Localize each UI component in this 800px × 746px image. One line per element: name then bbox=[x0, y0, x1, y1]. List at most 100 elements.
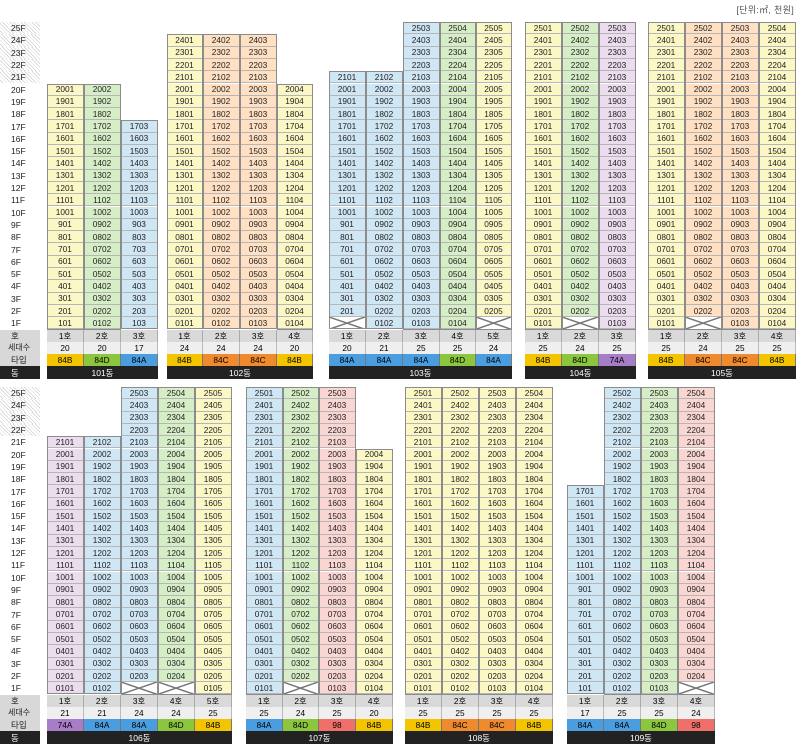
household-count: 21 bbox=[47, 706, 84, 720]
unit-cell: 1304 bbox=[356, 534, 393, 547]
unit-cell: 901 bbox=[567, 583, 604, 597]
unit-cell: 1302 bbox=[203, 169, 240, 182]
floor-label: 12F bbox=[11, 183, 26, 194]
unit-cell: 1603 bbox=[599, 132, 636, 145]
unit-cell: 0802 bbox=[84, 231, 121, 244]
unit-cell: 0801 bbox=[167, 231, 203, 244]
unit-cell: 1101 bbox=[167, 194, 203, 207]
unit-cell: 1901 bbox=[648, 95, 685, 109]
unit-cell: 1101 bbox=[648, 194, 685, 207]
unit-cell: 1402 bbox=[84, 157, 121, 170]
unit-cell: 1903 bbox=[641, 460, 678, 474]
unit-cell: 2403 bbox=[479, 399, 516, 412]
no-unit-cell bbox=[158, 682, 195, 695]
floor-label: 16F bbox=[11, 498, 26, 509]
unit-cell: 0803 bbox=[641, 596, 678, 609]
ho-cell: 2호 bbox=[562, 329, 599, 342]
unit-cell: 1303 bbox=[403, 169, 440, 182]
unit-cell: 1702 bbox=[84, 120, 121, 133]
unit-cell: 2202 bbox=[604, 423, 641, 437]
unit-cell: 0103 bbox=[240, 317, 277, 330]
ho-cell: 2호 bbox=[366, 329, 403, 342]
unit-cell: 1203 bbox=[599, 181, 636, 195]
unit-cell: 1801 bbox=[47, 108, 84, 121]
unit-cell: 0203 bbox=[722, 304, 759, 318]
unit-cell: 1601 bbox=[525, 132, 562, 145]
unit-cell: 1202 bbox=[442, 546, 479, 560]
row-label-count: 세대수 bbox=[0, 341, 40, 355]
ho-cell: 4호 bbox=[277, 329, 313, 342]
unit-cell: 1804 bbox=[516, 473, 553, 486]
unit-cell: 2403 bbox=[403, 34, 440, 47]
unit-cell: 1003 bbox=[641, 571, 678, 584]
unit-cell: 0804 bbox=[277, 231, 313, 244]
unit-cell: 0903 bbox=[240, 218, 277, 232]
unit-cell: 0603 bbox=[599, 255, 636, 268]
unit-cell: 1704 bbox=[516, 485, 553, 498]
unit-cell: 1503 bbox=[121, 145, 158, 158]
unit-cell: 0102 bbox=[84, 317, 121, 330]
unit-cell: 1303 bbox=[641, 534, 678, 547]
unit-cell: 2202 bbox=[442, 423, 479, 437]
unit-cell: 1702 bbox=[562, 120, 599, 133]
unit-cell: 1201 bbox=[405, 546, 442, 560]
unit-cell: 1503 bbox=[479, 510, 516, 523]
unit-cell: 2201 bbox=[648, 58, 685, 72]
unit-cell: 1105 bbox=[195, 559, 232, 572]
unit-cell: 1703 bbox=[479, 485, 516, 498]
unit-cell: 1105 bbox=[476, 194, 512, 207]
floor-label: 11F bbox=[11, 560, 26, 571]
unit-cell: 2005 bbox=[195, 448, 232, 461]
unit-cell: 0102 bbox=[84, 682, 121, 695]
unit-cell: 0903 bbox=[319, 583, 356, 597]
unit-cell: 2403 bbox=[240, 34, 277, 47]
unit-cell: 0501 bbox=[648, 268, 685, 281]
unit-cell: 1602 bbox=[685, 132, 722, 145]
unit-cell: 1401 bbox=[648, 157, 685, 170]
type-badge: 84B bbox=[759, 354, 796, 367]
unit-cell: 1704 bbox=[678, 485, 715, 498]
unit-cell: 0602 bbox=[604, 620, 641, 633]
unit-cell: 1503 bbox=[240, 145, 277, 158]
unit-cell: 2002 bbox=[366, 83, 403, 96]
unit-cell: 0602 bbox=[84, 620, 121, 633]
unit-cell: 1502 bbox=[442, 510, 479, 523]
unit-cell: 0601 bbox=[405, 620, 442, 633]
unit-cell: 1701 bbox=[329, 120, 366, 133]
unit-cell: 1504 bbox=[158, 510, 195, 523]
unit-cell: 2301 bbox=[167, 46, 203, 59]
unit-cell: 1701 bbox=[648, 120, 685, 133]
unit-cell: 503 bbox=[121, 268, 158, 281]
row-label-count: 세대수 bbox=[0, 706, 40, 720]
unit-cell: 2405 bbox=[195, 399, 232, 412]
unit-cell: 0103 bbox=[599, 317, 636, 330]
unit-cell: 1102 bbox=[203, 194, 240, 207]
unit-cell: 1202 bbox=[84, 181, 121, 195]
floor-label: 1F bbox=[11, 318, 21, 329]
unit-cell: 0804 bbox=[678, 596, 715, 609]
unit-cell: 2403 bbox=[121, 399, 158, 412]
unit-cell: 0505 bbox=[195, 633, 232, 646]
unit-cell: 1803 bbox=[641, 473, 678, 486]
unit-cell: 1604 bbox=[516, 497, 553, 510]
unit-cell: 1903 bbox=[403, 95, 440, 109]
floor-label: 6F bbox=[11, 256, 21, 267]
unit-cell: 1403 bbox=[403, 157, 440, 170]
unit-cell: 0301 bbox=[525, 292, 562, 305]
unit-cell: 0802 bbox=[562, 231, 599, 244]
unit-cell: 0202 bbox=[562, 304, 599, 318]
unit-cell: 1103 bbox=[240, 194, 277, 207]
unit-cell: 1704 bbox=[759, 120, 796, 133]
unit-cell: 1203 bbox=[479, 546, 516, 560]
unit-cell: 2502 bbox=[604, 387, 641, 400]
type-badge: 84B bbox=[47, 354, 84, 367]
unit-cell: 1101 bbox=[525, 194, 562, 207]
unit-cell: 501 bbox=[567, 633, 604, 646]
unit-cell: 1204 bbox=[158, 546, 195, 560]
unit-cell: 1101 bbox=[405, 559, 442, 572]
unit-cell: 2304 bbox=[678, 411, 715, 424]
unit-cell: 0802 bbox=[442, 596, 479, 609]
unit-cell: 1302 bbox=[283, 534, 319, 547]
unit-cell: 2302 bbox=[442, 411, 479, 424]
unit-cell: 0602 bbox=[84, 255, 121, 268]
